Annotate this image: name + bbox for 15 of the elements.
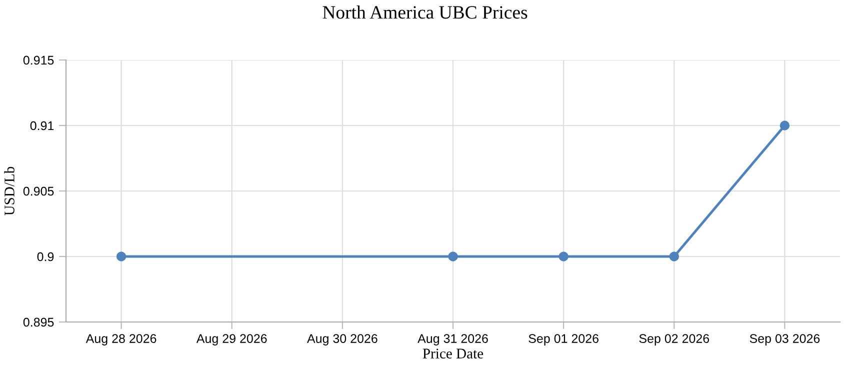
y-tick-label: 0.905 [23, 186, 54, 196]
x-tick-label: Aug 31 2026 [418, 334, 488, 346]
y-tick-label: 0.895 [23, 318, 54, 327]
y-tick-label: 0.9 [37, 252, 54, 262]
y-tick-label: 0.915 [23, 56, 54, 65]
x-tick-label: Sep 02 2026 [639, 334, 710, 346]
x-axis-title: Price Date [422, 348, 484, 358]
y-axis-title: USD/Lb [4, 166, 14, 216]
x-tick-label: Aug 30 2026 [307, 334, 378, 346]
x-tick-label: Sep 01 2026 [528, 334, 598, 346]
chart-title: North America UBC Prices [322, 6, 528, 19]
x-tick-label: Sep 03 2026 [750, 334, 820, 346]
x-tick-label: Aug 28 2026 [86, 334, 156, 346]
y-tick-label: 0.91 [30, 121, 54, 130]
x-tick-label: Aug 29 2026 [196, 334, 267, 346]
